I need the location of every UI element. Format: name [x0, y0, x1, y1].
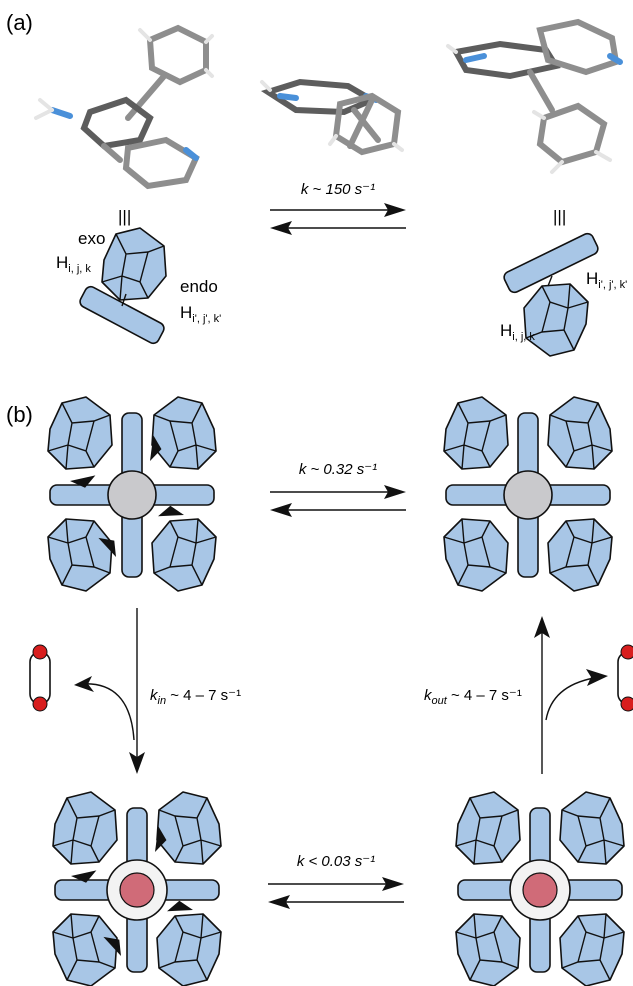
molecule-render-left	[34, 24, 214, 190]
schematic-right	[503, 232, 599, 357]
h-right-top-label: Hi', j', k'	[586, 269, 627, 291]
molecule-render-middle	[260, 78, 404, 156]
panel-b-label: (b)	[6, 402, 33, 427]
endo-label: endo	[180, 277, 218, 296]
assembly-empty-top-right	[443, 396, 613, 592]
rate-label-b-bottom: k < 0.03 s⁻¹	[297, 853, 375, 870]
binding-arrow-in	[74, 608, 145, 774]
equilibrium-arrows-a	[270, 203, 406, 235]
equilibrium-arrows-b-top	[270, 485, 406, 517]
assembly-guest-bottom-left	[52, 791, 222, 986]
exo-label: exo	[78, 229, 105, 248]
h-right-bottom-label: Hi, j, k	[500, 321, 535, 343]
release-arrow-out	[534, 616, 608, 774]
h-exo-label: Hi, j, k	[56, 253, 91, 275]
assembly-empty-top-left	[47, 396, 217, 592]
rate-label-a: k ~ 150 s⁻¹	[301, 181, 375, 198]
equilibrium-arrows-b-bottom	[268, 877, 404, 909]
molecule-render-right	[446, 18, 623, 174]
schematic-left	[79, 227, 167, 345]
rate-label-in: kin ~ 4 – 7 s⁻¹	[150, 687, 241, 707]
assembly-guest-bottom-right	[455, 791, 625, 986]
guest-molecule-right	[617, 644, 633, 712]
equivalence-mark-left: |||	[118, 207, 131, 226]
rate-label-out: kout ~ 4 – 7 s⁻¹	[424, 687, 522, 707]
rate-label-b-top: k ~ 0.32 s⁻¹	[299, 461, 377, 478]
equivalence-mark-right: |||	[553, 207, 566, 226]
guest-molecule-left	[29, 644, 51, 712]
panel-a-label: (a)	[6, 10, 33, 35]
h-endo-label: Hi', j', k'	[180, 303, 221, 325]
